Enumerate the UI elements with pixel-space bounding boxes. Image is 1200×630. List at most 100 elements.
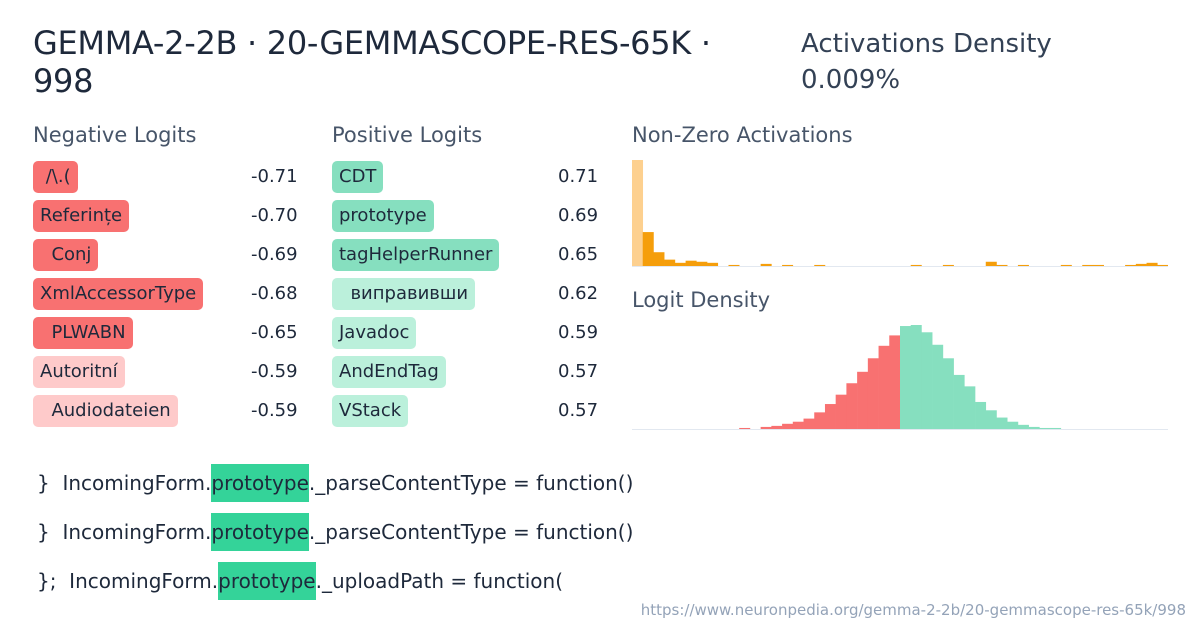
histogram-bar bbox=[1060, 264, 1072, 266]
histogram-bar bbox=[1125, 264, 1137, 266]
histogram-bar bbox=[1017, 264, 1029, 266]
histogram-bar bbox=[985, 410, 997, 429]
positive-token-chip: Javadoc bbox=[332, 317, 417, 349]
histogram-bar bbox=[814, 412, 826, 429]
histogram-bar bbox=[953, 374, 965, 429]
example-prefix: } IncomingForm. bbox=[37, 520, 212, 544]
histogram-bar bbox=[632, 160, 644, 266]
positive-logit-value: 0.69 bbox=[558, 205, 599, 226]
example-prefix: }; IncomingForm. bbox=[37, 569, 219, 593]
positive-token-chip: виправивши bbox=[332, 278, 476, 310]
activation-example: } IncomingForm.prototype._parseContentTy… bbox=[37, 513, 633, 551]
histogram-bar bbox=[653, 252, 665, 266]
positive-logit-value: 0.71 bbox=[558, 166, 599, 187]
histogram-bar bbox=[942, 358, 954, 429]
negative-logit-row: Audiodateien -0.59 bbox=[33, 394, 303, 433]
histogram-bar bbox=[857, 371, 869, 429]
example-suffix: ._uploadPath = function( bbox=[315, 569, 564, 593]
negative-logit-row: /\.( -0.71 bbox=[33, 160, 303, 199]
negative-logit-value: -0.70 bbox=[251, 205, 298, 226]
logit-density-chart-title: Logit Density bbox=[632, 288, 771, 312]
negative-logit-row: Autoritní -0.59 bbox=[33, 355, 303, 394]
negative-logit-value: -0.68 bbox=[251, 283, 298, 304]
histogram-bar bbox=[782, 264, 794, 266]
example-highlight-token: prototype bbox=[211, 513, 309, 551]
histogram-bar bbox=[685, 260, 697, 266]
histogram-bar bbox=[996, 264, 1008, 266]
activations-histogram bbox=[632, 160, 1168, 267]
histogram-bar bbox=[792, 421, 804, 429]
positive-logit-row: AndEndTag 0.57 bbox=[332, 355, 602, 394]
histogram-bar bbox=[1017, 424, 1029, 429]
negative-token-chip: Audiodateien bbox=[33, 395, 178, 427]
positive-token-chip: prototype bbox=[332, 200, 434, 232]
histogram-bar bbox=[867, 358, 879, 429]
positive-logit-row: prototype 0.69 bbox=[332, 199, 602, 238]
negative-token-chip: Conj bbox=[33, 239, 99, 271]
positive-logits-list: CDT 0.71 prototype 0.69 tagHelperRunner … bbox=[332, 160, 602, 433]
histogram-bar bbox=[1039, 427, 1051, 429]
histogram-bar bbox=[1092, 264, 1104, 266]
negative-logit-value: -0.59 bbox=[251, 361, 298, 382]
positive-token-chip: tagHelperRunner bbox=[332, 239, 500, 271]
negative-logits-list: /\.( -0.71 Referințe -0.70 Conj -0.69 Xm… bbox=[33, 160, 303, 433]
negative-logits-heading: Negative Logits bbox=[33, 123, 197, 147]
activations-density-value: 0.009% bbox=[801, 65, 901, 95]
negative-token-chip: XmlAccessorType bbox=[33, 278, 204, 310]
positive-logit-value: 0.62 bbox=[558, 283, 599, 304]
positive-logit-row: VStack 0.57 bbox=[332, 394, 602, 433]
histogram-bar bbox=[1146, 262, 1158, 266]
histogram-bar bbox=[696, 261, 708, 266]
histogram-bar bbox=[814, 264, 826, 266]
histogram-bar bbox=[985, 261, 997, 266]
negative-logit-row: PLWABN -0.65 bbox=[33, 316, 303, 355]
positive-token-chip: AndEndTag bbox=[332, 356, 446, 388]
negative-token-chip: /\.( bbox=[33, 161, 78, 193]
positive-token-chip: VStack bbox=[332, 395, 409, 427]
source-url[interactable]: https://www.neuronpedia.org/gemma-2-2b/2… bbox=[640, 601, 1186, 619]
negative-token-chip: PLWABN bbox=[33, 317, 133, 349]
example-prefix: } IncomingForm. bbox=[37, 471, 212, 495]
positive-token-chip: CDT bbox=[332, 161, 384, 193]
histogram-bar bbox=[824, 404, 836, 429]
positive-logit-row: CDT 0.71 bbox=[332, 160, 602, 199]
positive-logit-value: 0.59 bbox=[558, 322, 599, 343]
histogram-bar bbox=[664, 259, 676, 266]
histogram-bar bbox=[674, 262, 686, 266]
histogram-bar bbox=[846, 383, 858, 429]
histogram-bar bbox=[760, 426, 772, 429]
example-suffix: ._parseContentType = function() bbox=[308, 471, 634, 495]
histogram-bar bbox=[996, 417, 1008, 429]
histogram-bar bbox=[1135, 263, 1147, 266]
histogram-bar bbox=[1028, 426, 1040, 429]
positive-logits-heading: Positive Logits bbox=[332, 123, 483, 147]
positive-logit-row: виправивши 0.62 bbox=[332, 277, 602, 316]
negative-logit-row: Conj -0.69 bbox=[33, 238, 303, 277]
histogram-bar bbox=[900, 326, 912, 429]
histogram-bar bbox=[803, 418, 815, 429]
histogram-bar bbox=[910, 325, 922, 429]
activations-chart-title: Non-Zero Activations bbox=[632, 123, 853, 147]
positive-logit-row: tagHelperRunner 0.65 bbox=[332, 238, 602, 277]
histogram-bar bbox=[782, 423, 794, 429]
histogram-bar bbox=[921, 332, 933, 429]
histogram-bar bbox=[739, 427, 751, 429]
positive-logit-value: 0.65 bbox=[558, 244, 599, 265]
activation-example: } IncomingForm.prototype._parseContentTy… bbox=[37, 464, 633, 502]
example-highlight-token: prototype bbox=[211, 464, 309, 502]
example-highlight-token: prototype bbox=[218, 562, 316, 600]
positive-logit-value: 0.57 bbox=[558, 400, 599, 421]
histogram-bar bbox=[889, 335, 901, 429]
histogram-bar bbox=[1007, 421, 1019, 429]
negative-logit-row: XmlAccessorType -0.68 bbox=[33, 277, 303, 316]
feature-title: GEMMA-2-2B · 20-GEMMASCOPE-RES-65K · 998 bbox=[33, 24, 711, 100]
negative-logit-value: -0.65 bbox=[251, 322, 298, 343]
negative-logit-value: -0.59 bbox=[251, 400, 298, 421]
histogram-bar bbox=[1082, 264, 1094, 266]
negative-logit-value: -0.71 bbox=[251, 166, 298, 187]
histogram-bar bbox=[760, 263, 772, 266]
positive-logit-row: Javadoc 0.59 bbox=[332, 316, 602, 355]
histogram-bar bbox=[932, 344, 944, 429]
negative-logit-value: -0.69 bbox=[251, 244, 298, 265]
activations-density-label: Activations Density bbox=[801, 29, 1052, 59]
